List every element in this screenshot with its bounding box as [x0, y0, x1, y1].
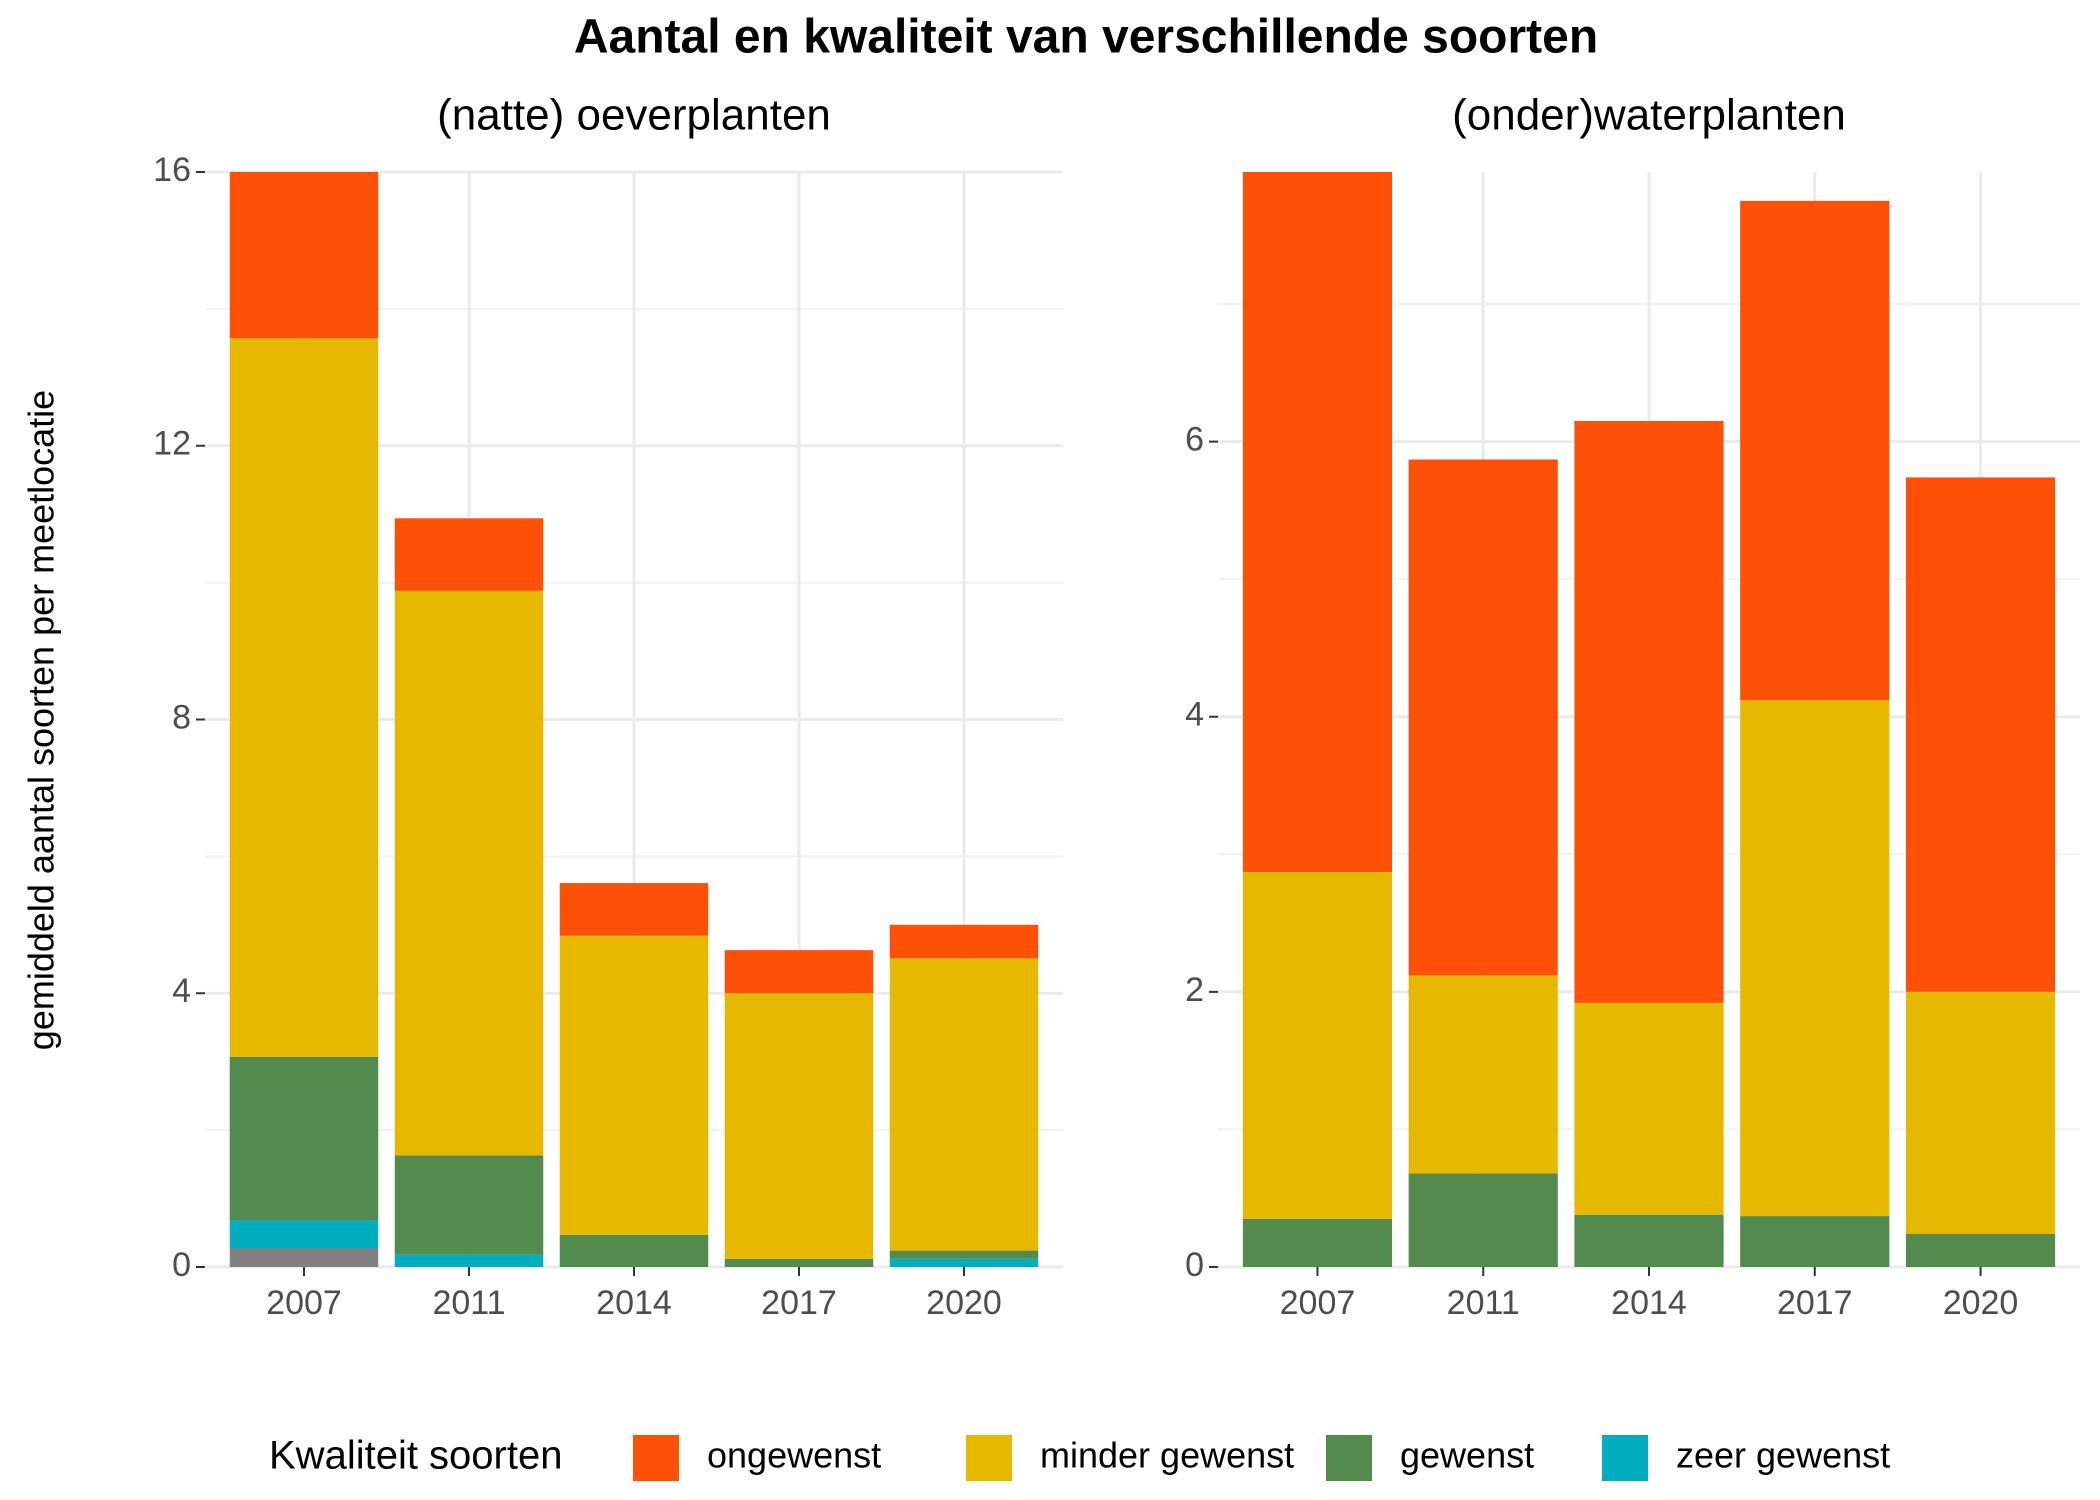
bar-segment	[229, 338, 379, 1057]
bar-segment	[1574, 1214, 1724, 1267]
bar-segment	[1740, 1216, 1890, 1267]
legend-key	[966, 1435, 1012, 1481]
bar-segment	[229, 172, 379, 339]
bar-segment	[1242, 1218, 1393, 1267]
bar-segment	[1242, 172, 1393, 873]
x-tick-label: 2014	[1611, 1284, 1687, 1322]
panel-title: (onder)waterplanten	[1452, 91, 1846, 140]
x-tick-label: 2017	[1777, 1284, 1853, 1322]
x-tick-label: 2011	[1447, 1284, 1520, 1322]
legend-key	[633, 1435, 679, 1481]
y-tick-label: 8	[172, 698, 191, 736]
y-tick-label: 4	[1185, 696, 1204, 734]
bar-segment	[1905, 991, 2056, 1234]
bar-segment	[1408, 459, 1558, 976]
x-tick-label: 2007	[1280, 1284, 1356, 1322]
bar-segment	[1408, 975, 1558, 1174]
bar-segment	[889, 958, 1039, 1251]
y-tick-label: 6	[1185, 421, 1204, 459]
chart-title: Aantal en kwaliteit van verschillende so…	[574, 11, 1598, 64]
bar-segment	[559, 883, 709, 936]
x-tick-label: 2020	[1943, 1284, 2019, 1322]
legend-title: Kwaliteit soorten	[269, 1434, 562, 1478]
bar-segment	[1740, 200, 1890, 701]
y-tick-label: 2	[1185, 971, 1204, 1009]
y-tick-label: 16	[153, 151, 191, 189]
bar-segment	[889, 1250, 1039, 1259]
x-tick-label: 2007	[266, 1284, 342, 1322]
y-tick-label: 0	[172, 1246, 191, 1284]
x-tick-label: 2020	[926, 1284, 1002, 1322]
y-tick-label: 0	[1185, 1246, 1204, 1284]
y-tick-label: 4	[172, 972, 191, 1010]
x-tick-label: 2014	[596, 1284, 672, 1322]
bar-segment	[394, 1155, 544, 1255]
bar-segment	[229, 1248, 379, 1267]
legend-label: minder gewenst	[1040, 1435, 1294, 1476]
bar-segment	[1408, 1173, 1558, 1267]
bar-segment	[1242, 872, 1393, 1219]
x-tick-label: 2011	[432, 1284, 505, 1322]
panel-title: (natte) oeverplanten	[437, 91, 831, 140]
bar-segment	[1740, 700, 1890, 1217]
bar-segment	[724, 1258, 874, 1267]
bar-segment	[724, 950, 874, 994]
y-axis-label: gemiddeld aantal soorten per meetlocatie	[21, 390, 62, 1050]
bar-segment	[1574, 1002, 1724, 1215]
bar-segment	[724, 993, 874, 1259]
legend-label: zeer gewenst	[1676, 1435, 1890, 1476]
bar-segment	[394, 518, 544, 591]
bar-segment	[394, 590, 544, 1156]
bar-segment	[1905, 477, 2056, 992]
bar-segment	[229, 1056, 379, 1221]
y-tick-label: 12	[153, 425, 191, 463]
legend-label: gewenst	[1400, 1435, 1534, 1476]
bar-segment	[229, 1220, 379, 1249]
x-tick-label: 2017	[761, 1284, 837, 1322]
legend-label: ongewenst	[707, 1435, 881, 1476]
legend-key	[1326, 1435, 1372, 1481]
bar-segment	[889, 924, 1039, 959]
bar-segment	[1905, 1233, 2056, 1267]
bar-segment	[559, 935, 709, 1235]
bar-segment	[1574, 420, 1724, 1003]
bar-segment	[394, 1254, 544, 1267]
bar-segment	[889, 1258, 1039, 1267]
bar-segment	[559, 1234, 709, 1267]
legend-key	[1602, 1435, 1648, 1481]
